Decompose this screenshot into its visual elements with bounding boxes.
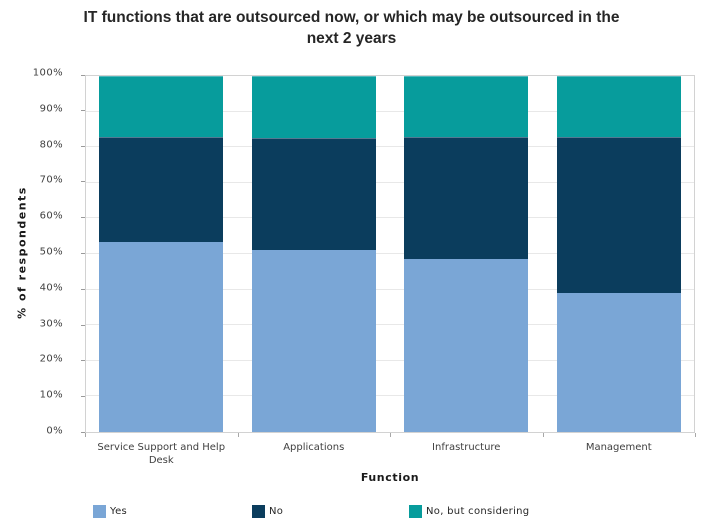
bar-segment bbox=[99, 136, 224, 242]
y-tick-mark bbox=[81, 288, 85, 290]
x-tick-mark bbox=[390, 433, 391, 437]
y-tick-label-30: 30% bbox=[39, 318, 63, 330]
legend-swatch-yes bbox=[93, 505, 106, 518]
y-tick-label-90: 90% bbox=[39, 103, 63, 115]
legend-item-yes: Yes bbox=[93, 505, 127, 518]
y-tick-mark bbox=[81, 75, 85, 76]
stacked-bar-2 bbox=[404, 76, 529, 432]
x-category-label-0: Service Support and Help Desk bbox=[97, 442, 226, 466]
gridline-30 bbox=[86, 324, 694, 326]
y-tick-mark bbox=[81, 145, 85, 147]
y-tick-label-20: 20% bbox=[39, 353, 63, 365]
y-tick-label-70: 70% bbox=[39, 174, 63, 186]
y-tick-label-50: 50% bbox=[39, 246, 63, 258]
x-tick-mark bbox=[695, 433, 696, 437]
bar-segment bbox=[99, 76, 224, 137]
y-tick-label-40: 40% bbox=[39, 282, 63, 294]
x-tick-mark bbox=[237, 433, 239, 437]
y-axis-tick-labels: 0% 10% 20% 30% 40% 50% 60% 70% 80% 90% 100% bbox=[0, 68, 63, 437]
bar-segment bbox=[404, 259, 529, 432]
bar-segment bbox=[556, 136, 681, 294]
y-tick-mark bbox=[81, 360, 85, 362]
y-tick-mark bbox=[81, 432, 85, 433]
bar-segment bbox=[556, 76, 681, 137]
y-tick-label-100: 100% bbox=[32, 67, 63, 79]
gridline-20 bbox=[86, 359, 694, 361]
bar-segment bbox=[556, 293, 681, 432]
legend-item-no: No bbox=[252, 505, 283, 518]
x-tick-mark bbox=[542, 433, 544, 437]
x-tick-mark bbox=[85, 433, 86, 437]
y-tick-mark bbox=[81, 396, 85, 398]
y-tick-mark bbox=[81, 181, 85, 183]
y-tick-label-80: 80% bbox=[39, 139, 63, 151]
gridline-50 bbox=[86, 253, 694, 254]
chart-title: IT functions that are outsourced now, or… bbox=[0, 7, 703, 49]
gridline-60 bbox=[86, 217, 694, 219]
legend-swatch-no bbox=[252, 505, 265, 518]
x-category-label-1: Applications bbox=[283, 442, 345, 453]
bar-segment bbox=[251, 250, 376, 432]
y-tick-mark bbox=[81, 324, 85, 326]
legend-swatch-considering bbox=[409, 505, 422, 518]
plot-area bbox=[85, 75, 695, 433]
y-tick-mark bbox=[81, 253, 85, 254]
chart-title-line1: IT functions that are outsourced now, or… bbox=[83, 9, 620, 26]
bar-segment bbox=[404, 76, 529, 137]
bar-segment bbox=[251, 138, 376, 251]
stacked-bar-3 bbox=[556, 76, 681, 432]
stacked-bar-1 bbox=[251, 76, 376, 432]
legend-label-yes: Yes bbox=[110, 506, 128, 517]
y-tick-label-60: 60% bbox=[39, 210, 63, 222]
gridline-10 bbox=[86, 395, 694, 397]
chart-title-line2: next 2 years bbox=[306, 30, 397, 47]
legend-label-no: No bbox=[269, 506, 284, 517]
x-axis-category-labels: Service Support and Help Desk Application… bbox=[85, 441, 695, 471]
legend-label-considering: No, but considering bbox=[426, 506, 530, 517]
gridline-80 bbox=[86, 146, 694, 148]
x-category-label-3: Management bbox=[585, 442, 652, 453]
bar-segment bbox=[99, 241, 224, 432]
y-tick-mark bbox=[81, 217, 85, 219]
gridline-90 bbox=[86, 110, 694, 112]
bar-segment bbox=[251, 76, 376, 139]
stacked-bar-0 bbox=[99, 76, 224, 432]
gridline-40 bbox=[86, 288, 694, 290]
y-tick-mark bbox=[81, 109, 85, 111]
x-axis-title: Function bbox=[360, 471, 420, 484]
x-category-label-2: Infrastructure bbox=[432, 442, 501, 453]
gridline-70 bbox=[86, 181, 694, 183]
y-tick-label-10: 10% bbox=[39, 389, 63, 401]
bar-segment bbox=[404, 136, 529, 260]
y-tick-label-0: 0% bbox=[46, 425, 63, 437]
legend-item-considering: No, but considering bbox=[409, 505, 529, 518]
